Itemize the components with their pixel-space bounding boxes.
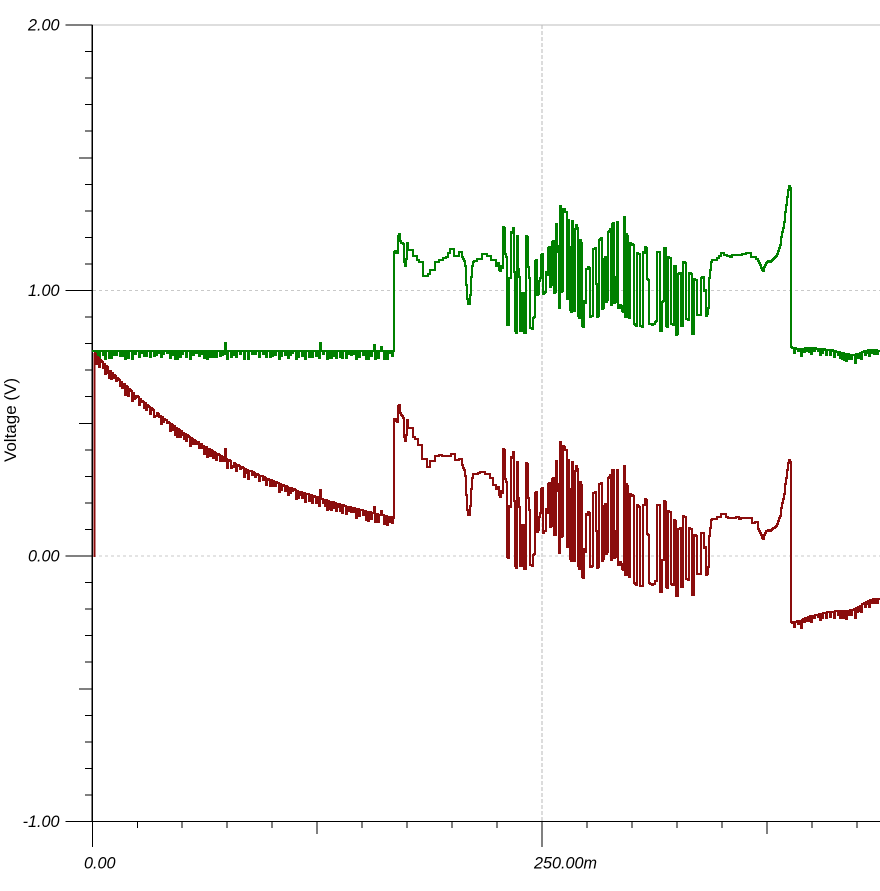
svg-text:Voltage (V): Voltage (V) (1, 378, 20, 462)
svg-text:250.00m: 250.00m (533, 855, 597, 873)
svg-text:0.00: 0.00 (84, 855, 116, 873)
svg-text:-1.00: -1.00 (23, 813, 60, 831)
svg-text:1.00: 1.00 (28, 282, 60, 300)
svg-text:2.00: 2.00 (27, 17, 60, 35)
svg-text:0.00: 0.00 (28, 548, 60, 566)
